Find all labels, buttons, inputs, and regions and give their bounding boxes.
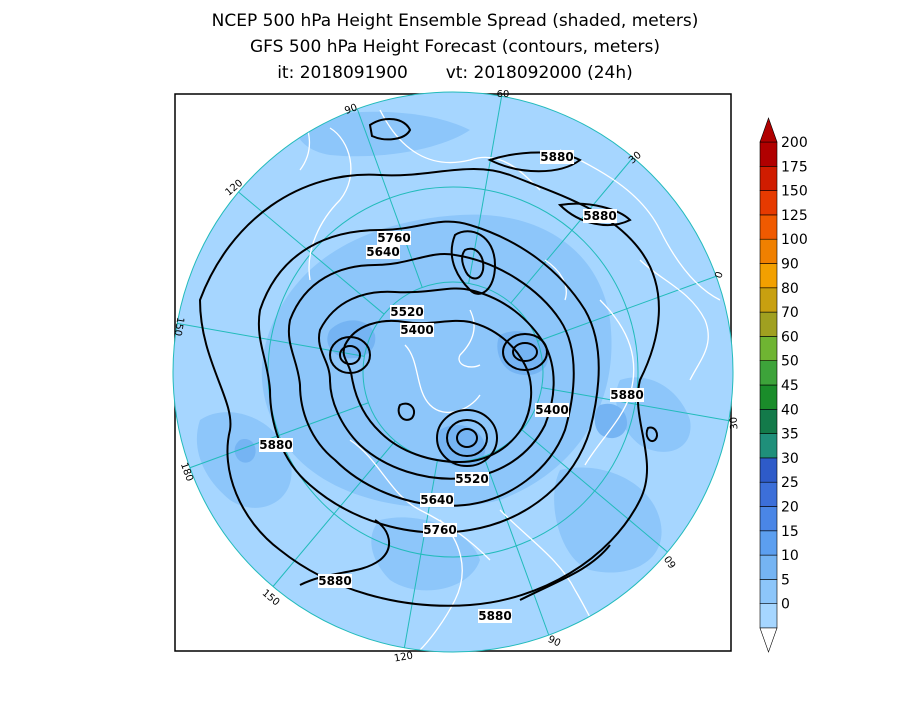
contour-label-5400-center: 5400 bbox=[400, 323, 433, 337]
meridian-line bbox=[356, 108, 423, 288]
colorbar-tick-label: 175 bbox=[781, 159, 808, 175]
colorbar-tick-label: 80 bbox=[781, 281, 799, 297]
colorbar-tick-label: 0 bbox=[781, 597, 790, 613]
lon-label-120-bottom: 120 bbox=[393, 650, 414, 664]
colorbar-swatch bbox=[759, 384, 778, 410]
contour-label-5520-lower: 5520 bbox=[455, 472, 488, 486]
contour-label-5880-left: 5880 bbox=[259, 438, 292, 452]
meridian-line bbox=[483, 456, 550, 636]
colorbar-swatch bbox=[759, 603, 778, 629]
colorbar-bottom-arrow bbox=[759, 627, 778, 653]
contour-label-5880-right: 5880 bbox=[610, 388, 643, 402]
lon-label-0-right: 0 bbox=[713, 270, 726, 280]
title-block: NCEP 500 hPa Height Ensemble Spread (sha… bbox=[170, 8, 740, 86]
colorbar-tick-label: 5 bbox=[781, 572, 790, 588]
colorbar-swatch bbox=[759, 263, 778, 289]
title-line-3: it: 2018091900 vt: 2018092000 (24h) bbox=[277, 63, 633, 83]
contour-label-group: 5880 5880 5760 5640 5520 5400 5400 5880 … bbox=[259, 150, 644, 623]
lon-label-30-right: 30 bbox=[728, 416, 740, 430]
meridian-line bbox=[177, 322, 365, 357]
colorbar-swatch bbox=[759, 238, 778, 264]
colorbar-tick-label: 40 bbox=[781, 402, 799, 418]
colorbar-swatch bbox=[759, 530, 778, 556]
colorbar-tick-label: 100 bbox=[781, 232, 808, 248]
colorbar-swatch bbox=[759, 214, 778, 240]
colorbar-swatch bbox=[759, 433, 778, 459]
colorbar-tick-label: 125 bbox=[781, 208, 808, 224]
title-line-1: NCEP 500 hPa Height Ensemble Spread (sha… bbox=[211, 11, 699, 31]
colorbar-swatch bbox=[759, 481, 778, 507]
colorbar-tick-label: 150 bbox=[781, 184, 808, 200]
meridian-line bbox=[510, 157, 634, 304]
meridian-line bbox=[537, 275, 717, 342]
colorbar-swatch bbox=[759, 457, 778, 483]
colorbar-swatch bbox=[759, 287, 778, 313]
meridian-line bbox=[272, 440, 396, 587]
contour-label-5640-upper: 5640 bbox=[366, 245, 399, 259]
contour-label-5760-upper: 5760 bbox=[377, 231, 410, 245]
colorbar-swatch bbox=[759, 506, 778, 532]
meridian-line bbox=[468, 96, 503, 284]
contour-label-5880-north-right: 5880 bbox=[583, 209, 616, 223]
contour-label-5400-right: 5400 bbox=[535, 403, 568, 417]
colorbar-swatch bbox=[759, 190, 778, 216]
colorbar-top-arrow bbox=[759, 117, 778, 143]
colorbar-tick-label: 60 bbox=[781, 329, 799, 345]
colorbar-tick-label: 45 bbox=[781, 378, 799, 394]
contour-label-5880-bottom-left: 5880 bbox=[318, 574, 351, 588]
colorbar-swatch bbox=[759, 311, 778, 337]
colorbar-swatch bbox=[759, 360, 778, 386]
globe-outline bbox=[172, 91, 734, 653]
colorbar: 0 5 10 15 20 25 30 35 40 45 50 60 70 80 90 100 125 150 175… bbox=[759, 117, 808, 653]
colorbar-swatch bbox=[759, 336, 778, 361]
colorbar-tick-label: 20 bbox=[781, 500, 799, 516]
contour-label-5880-north-top: 5880 bbox=[540, 150, 573, 164]
colorbar-swatch bbox=[759, 166, 778, 191]
contour-label-5640-lower: 5640 bbox=[420, 493, 453, 507]
colorbar-swatch bbox=[759, 141, 778, 167]
lon-label-90-bottom: 90 bbox=[546, 634, 562, 649]
colorbar-tick-label: 25 bbox=[781, 475, 799, 491]
lon-label-60-top: 60 bbox=[497, 89, 510, 100]
colorbar-tick-label: 70 bbox=[781, 305, 799, 321]
colorbar-tick-label: 50 bbox=[781, 354, 799, 370]
colorbar-tick-label: 35 bbox=[781, 427, 799, 443]
lon-label-150-left: 150 bbox=[171, 316, 185, 337]
meridian-line bbox=[521, 429, 668, 553]
height-contours bbox=[198, 118, 660, 607]
colorbar-tick-label: 10 bbox=[781, 548, 799, 564]
contour-label-5760-lower: 5760 bbox=[423, 523, 456, 537]
contour-label-5520-center: 5520 bbox=[390, 305, 423, 319]
colorbar-tick-label: 15 bbox=[781, 524, 799, 540]
lon-label-90-top: 90 bbox=[343, 102, 359, 117]
meridian-line bbox=[403, 460, 438, 648]
colorbar-tick-label: 30 bbox=[781, 451, 799, 467]
title-line-2: GFS 500 hPa Height Forecast (contours, m… bbox=[250, 37, 660, 57]
colorbar-swatch bbox=[759, 579, 778, 605]
colorbar-swatch bbox=[759, 408, 778, 434]
colorbar-swatch bbox=[759, 554, 778, 580]
colorbar-tick-label: 90 bbox=[781, 257, 799, 273]
colorbar-tick-label: 200 bbox=[781, 135, 808, 151]
contour-label-5880-bottom: 5880 bbox=[478, 609, 511, 623]
